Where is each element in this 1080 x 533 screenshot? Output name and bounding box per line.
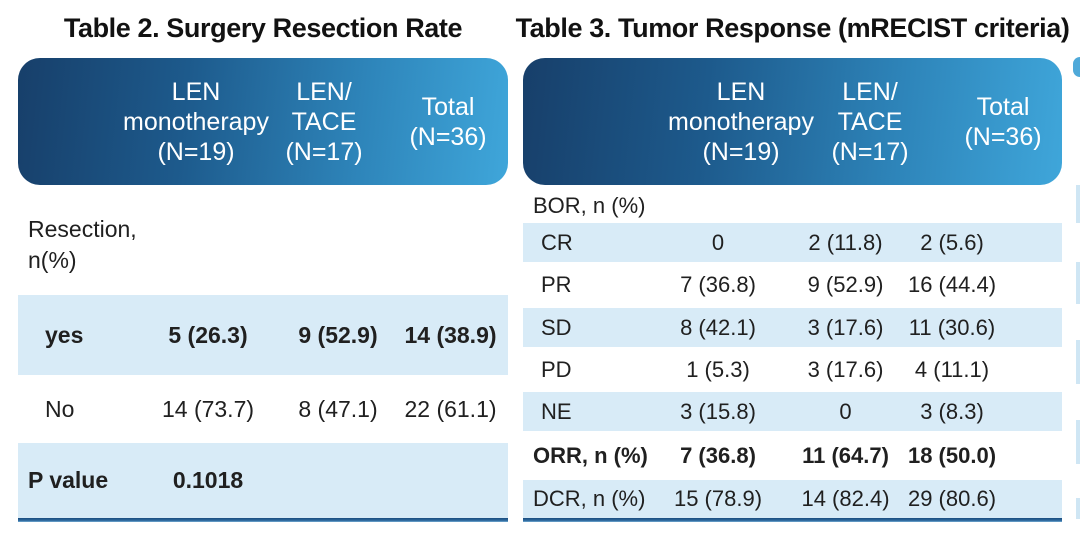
cell-len-monotherapy: 0: [711, 229, 725, 255]
row-label: No: [45, 395, 75, 422]
header-line: (N=36): [409, 122, 487, 151]
cell-len-monotherapy: 7 (36.8): [680, 272, 756, 297]
row-label: SD: [541, 314, 572, 340]
table3-row-sd: SD 8 (42.1) 3 (17.6) 11 (30.6): [523, 308, 1062, 347]
table3-col-total: Total (N=36): [918, 58, 1080, 185]
row-label: CR: [541, 229, 573, 255]
header-line: LEN/: [296, 77, 352, 106]
cell-pvalue: 0.1018: [172, 467, 244, 493]
header-line: Total: [421, 92, 475, 121]
table2-col-len-monotherapy: LEN monotherapy (N=19): [86, 58, 306, 185]
header-line: TACE: [837, 107, 903, 136]
table3-title: Table 3. Tumor Response (mRECIST criteri…: [515, 13, 1070, 43]
adjacent-table-row-fragment: [1076, 498, 1080, 519]
table3-row-ne: NE 3 (15.8) 0 3 (8.3): [523, 392, 1062, 431]
header-line: (N=17): [285, 137, 363, 166]
table3-row-pr: PR 7 (36.8) 9 (52.9) 16 (44.4): [523, 262, 1062, 308]
cell-len-monotherapy: 3 (15.8): [680, 398, 756, 424]
header-line: (N=19): [702, 137, 780, 166]
table3-col-len-monotherapy: LEN monotherapy (N=19): [631, 58, 851, 185]
adjacent-table-header-fragment: [1073, 57, 1080, 77]
cell-len-tace: 14 (82.4): [801, 486, 890, 511]
header-line: LEN/: [842, 77, 898, 106]
table2-row-pvalue: P value 0.1018: [18, 443, 508, 518]
table3-header: LEN monotherapy (N=19) LEN/ TACE (N=17) …: [523, 58, 1062, 185]
header-line: (N=19): [157, 137, 235, 166]
cell-len-tace: 3 (17.6): [807, 314, 884, 340]
cell-len-tace: 11 (64.7): [802, 442, 889, 468]
table3-row-dcr: DCR, n (%) 15 (78.9) 14 (82.4) 29 (80.6): [523, 480, 1062, 518]
table2-bottom-rule: [18, 518, 508, 522]
adjacent-table-row-fragment: [1076, 262, 1080, 304]
table3-row-orr: ORR, n (%) 7 (36.8) 11 (64.7) 18 (50.0): [523, 431, 1062, 480]
table3-row-pd: PD 1 (5.3) 3 (17.6) 4 (11.1): [523, 347, 1062, 392]
table3-row-bor: BOR, n (%): [523, 188, 1062, 223]
table3-row-cr: CR 0 2 (11.8) 2 (5.6): [523, 223, 1062, 262]
cell-total: 11 (30.6): [908, 314, 996, 340]
cell-len-tace: 3 (17.6): [807, 356, 884, 382]
cell-total: 29 (80.6): [907, 486, 997, 511]
header-line: monotherapy: [123, 107, 269, 136]
table3-col-len-tace: LEN/ TACE (N=17): [785, 58, 955, 185]
table2-row-resection: Resection, n(%): [18, 195, 508, 295]
cell-len-tace: 8 (47.1): [298, 395, 378, 422]
cell-len-monotherapy: 1 (5.3): [686, 356, 750, 382]
row-label: ORR, n (%): [533, 442, 648, 468]
table2-row-yes: yes 5 (26.3) 9 (52.9) 14 (38.9): [18, 295, 508, 375]
header-line: monotherapy: [668, 107, 814, 136]
table2-title: Table 2. Surgery Resection Rate: [63, 13, 463, 43]
cell-len-tace: 9 (52.9): [807, 272, 884, 297]
cell-len-tace: 0: [839, 398, 852, 424]
header-line: Total: [976, 92, 1030, 121]
adjacent-table-row-fragment: [1076, 420, 1080, 464]
cell-len-monotherapy: 8 (42.1): [680, 314, 756, 340]
table3-body: BOR, n (%) CR 0 2 (11.8) 2 (5.6) PR 7 (3…: [523, 188, 1062, 518]
cell-len-tace: 2 (11.8): [808, 229, 883, 255]
table2-row-no: No 14 (73.7) 8 (47.1) 22 (61.1): [18, 375, 508, 443]
table2-header: LEN monotherapy (N=19) LEN/ TACE (N=17) …: [18, 58, 508, 185]
cell-total: 2 (5.6): [920, 229, 984, 255]
cell-len-monotherapy: 15 (78.9): [673, 486, 763, 511]
cell-total: 22 (61.1): [404, 395, 497, 422]
cell-total: 14 (38.9): [404, 321, 497, 348]
cell-total: 3 (8.3): [920, 398, 984, 424]
row-label: yes: [45, 321, 84, 348]
table3-bottom-rule: [523, 518, 1062, 522]
cell-len-monotherapy: 14 (73.7): [161, 395, 255, 422]
row-label: PD: [541, 356, 572, 382]
table2-col-total: Total (N=36): [363, 58, 533, 185]
row-label: P value: [28, 467, 109, 493]
cell-len-monotherapy: 7 (36.8): [680, 442, 756, 468]
row-label: NE: [541, 398, 572, 424]
cell-total: 18 (50.0): [907, 442, 997, 468]
row-label: DCR, n (%): [533, 486, 646, 511]
cell-total: 16 (44.4): [907, 272, 997, 297]
adjacent-table-row-fragment: [1076, 185, 1080, 223]
cell-len-monotherapy: 5 (26.3): [168, 321, 248, 348]
table2-col-len-tace: LEN/ TACE (N=17): [239, 58, 409, 185]
row-label: Resection, n(%): [28, 216, 137, 273]
header-line: TACE: [291, 107, 357, 136]
header-line: (N=17): [831, 137, 909, 166]
cell-total: 4 (11.1): [914, 356, 990, 382]
cell-len-tace: 9 (52.9): [298, 321, 378, 348]
header-line: (N=36): [964, 122, 1042, 151]
table2-body: Resection, n(%) yes 5 (26.3) 9 (52.9) 14…: [18, 195, 508, 518]
adjacent-table-row-fragment: [1076, 340, 1080, 384]
row-label: BOR, n (%): [533, 192, 646, 218]
header-line: LEN: [171, 77, 221, 106]
row-label: PR: [541, 272, 572, 297]
header-line: LEN: [716, 77, 766, 106]
